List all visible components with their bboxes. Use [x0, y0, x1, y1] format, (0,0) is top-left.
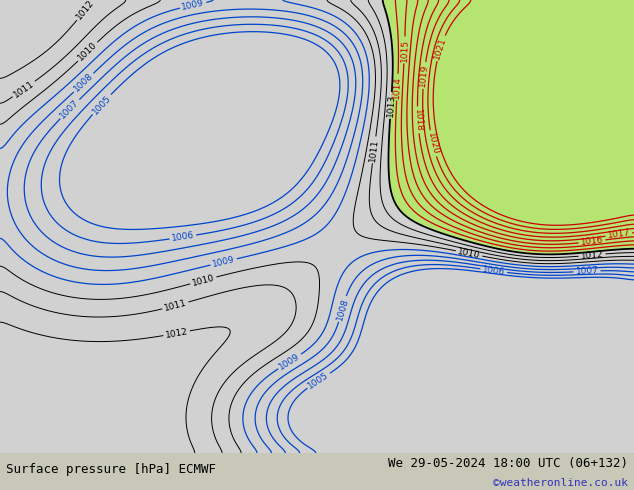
Text: 1019: 1019	[418, 64, 430, 87]
Text: 1014: 1014	[392, 75, 403, 99]
Text: 1010: 1010	[76, 41, 99, 63]
Text: 1021: 1021	[433, 36, 448, 60]
Text: 1006: 1006	[482, 265, 506, 277]
Text: 1010: 1010	[191, 273, 216, 288]
Text: 1015: 1015	[399, 38, 410, 62]
Text: We 29-05-2024 18:00 UTC (06+132): We 29-05-2024 18:00 UTC (06+132)	[387, 457, 628, 470]
Text: 1008: 1008	[72, 72, 95, 94]
Text: 1016: 1016	[580, 236, 604, 247]
Text: 1009: 1009	[211, 255, 236, 269]
Text: 1005: 1005	[91, 93, 113, 116]
Text: 1018: 1018	[413, 108, 423, 132]
Text: 1012: 1012	[75, 0, 96, 22]
Text: 1012: 1012	[580, 249, 604, 261]
Text: 1009: 1009	[278, 351, 302, 371]
Text: 1011: 1011	[12, 79, 36, 99]
Text: 1006: 1006	[171, 231, 195, 243]
Text: ©weatheronline.co.uk: ©weatheronline.co.uk	[493, 478, 628, 489]
Text: 1007: 1007	[58, 98, 81, 121]
Text: Surface pressure [hPa] ECMWF: Surface pressure [hPa] ECMWF	[6, 463, 216, 476]
Text: 1007: 1007	[575, 266, 598, 276]
Text: 1008: 1008	[335, 296, 350, 321]
Text: 1005: 1005	[306, 370, 331, 391]
Text: 1012: 1012	[165, 327, 189, 340]
Text: 1020: 1020	[426, 131, 440, 156]
Text: 1017: 1017	[607, 228, 631, 240]
Text: 1010: 1010	[457, 247, 481, 260]
Text: 1013: 1013	[385, 94, 396, 117]
Text: 1011: 1011	[368, 138, 380, 162]
Text: 1011: 1011	[163, 298, 188, 313]
Text: 1009: 1009	[181, 0, 205, 12]
